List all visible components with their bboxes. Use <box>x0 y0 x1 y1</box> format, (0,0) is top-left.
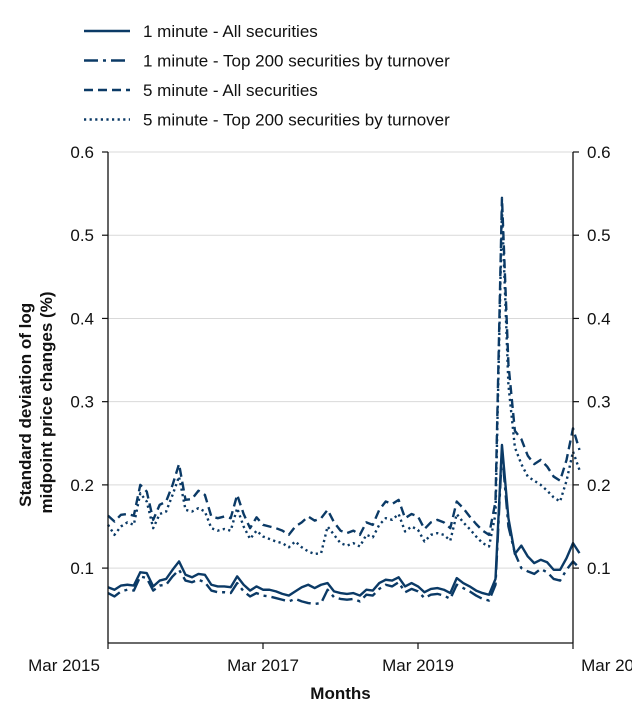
y-tick-label-left: 0.4 <box>70 309 94 328</box>
series-line-3 <box>107 196 581 537</box>
series-line-2 <box>107 450 581 606</box>
y-tick-label-left: 0.1 <box>70 559 94 578</box>
x-tick-label: Mar 2015 <box>28 656 100 675</box>
y-tick-label-right: 0.5 <box>587 226 611 245</box>
series-line-4 <box>106 209 581 556</box>
legend-label-1: 1 minute - All securities <box>143 22 318 41</box>
legend-label-4: 5 minute - Top 200 securities by turnove… <box>143 111 450 130</box>
y-axis-title-line-1: Standard deviation of log <box>16 303 35 507</box>
y-tick-label-left: 0.2 <box>70 476 94 495</box>
y-tick-label-left: 0.5 <box>70 226 94 245</box>
y-tick-label-left: 0.3 <box>70 393 94 412</box>
y-axis-title: Standard deviation of log midpoint price… <box>16 292 56 514</box>
gridlines <box>108 151 573 569</box>
y-axis-title-line-2: midpoint price changes (%) <box>37 292 56 514</box>
legend: 1 minute - All securities 1 minute - Top … <box>84 22 450 130</box>
legend-label-3: 5 minute - All securities <box>143 81 318 100</box>
y-tick-label-right: 0.3 <box>587 393 611 412</box>
axes: 0.1 0.1 0.2 0.2 0.3 0.3 0.4 0.4 0.5 0.5 0.6 0.6 Mar … <box>28 143 632 675</box>
legend-label-2: 1 minute - Top 200 securities by turnove… <box>143 52 450 71</box>
x-tick-label: Mar 2021 <box>581 656 632 675</box>
series-group <box>106 196 581 606</box>
y-tick-label-right: 0.2 <box>587 476 611 495</box>
y-tick-label-right: 0.6 <box>587 143 611 162</box>
x-tick-label: Mar 2019 <box>382 656 454 675</box>
y-tick-label-right: 0.4 <box>587 309 611 328</box>
x-axis-title: Months <box>310 684 370 703</box>
y-tick-label-left: 0.6 <box>70 143 94 162</box>
y-tick-label-right: 0.1 <box>587 559 611 578</box>
x-tick-label: Mar 2017 <box>227 656 299 675</box>
